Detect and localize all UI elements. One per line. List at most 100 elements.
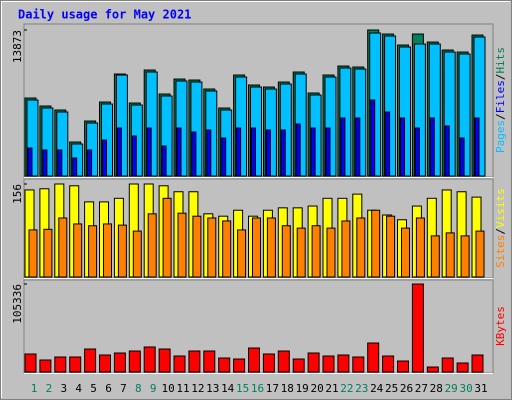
bar <box>382 355 395 373</box>
bar <box>206 129 212 177</box>
bar <box>386 215 396 278</box>
bar <box>146 127 152 177</box>
bar <box>222 220 232 278</box>
bar <box>429 117 435 177</box>
bar <box>102 139 107 177</box>
legend: Sites/Visits <box>494 188 507 268</box>
bar <box>474 117 480 177</box>
bar <box>296 227 306 278</box>
bar <box>131 135 137 177</box>
x-tick-label: 13 <box>206 382 219 395</box>
bar <box>158 348 171 373</box>
bar <box>99 354 111 373</box>
x-tick-label: 2 <box>46 382 53 395</box>
legend-entry: Files <box>494 80 507 113</box>
bar <box>233 358 246 373</box>
bar <box>28 229 38 278</box>
x-tick-label: 19 <box>296 382 309 395</box>
bar <box>221 137 227 177</box>
bar <box>401 227 410 278</box>
bar <box>371 209 381 278</box>
x-tick-label: 4 <box>75 382 82 395</box>
x-tick-label: 6 <box>105 382 112 395</box>
x-tick-label: 31 <box>474 382 487 395</box>
bar <box>177 212 187 278</box>
bar <box>147 213 157 278</box>
bar <box>252 217 261 278</box>
bar <box>237 229 247 278</box>
x-tick-label: 15 <box>236 382 249 395</box>
x-tick-label: 16 <box>251 382 264 395</box>
bar <box>281 225 291 278</box>
bar <box>69 356 82 373</box>
y-tick-label: 105336 <box>11 284 24 324</box>
bar <box>57 149 63 177</box>
bar <box>191 131 197 177</box>
bar <box>367 342 380 373</box>
bar <box>248 347 260 373</box>
bar <box>88 225 98 278</box>
bar <box>311 225 321 278</box>
bar <box>456 362 469 373</box>
bar <box>341 220 351 278</box>
x-tick-label: 23 <box>355 382 368 395</box>
bar <box>340 117 346 177</box>
legend-entry: KBytes <box>494 306 507 346</box>
bar <box>207 217 217 278</box>
bar <box>43 228 53 278</box>
x-tick-label: 12 <box>191 382 204 395</box>
bar <box>58 217 68 278</box>
bar <box>352 356 365 373</box>
legend: KBytes <box>494 306 507 346</box>
bar <box>460 235 470 278</box>
bar <box>280 129 286 177</box>
legend-separator: / <box>494 113 507 120</box>
x-tick-label: 1 <box>31 382 38 395</box>
chart-title: Daily usage for May 2021 <box>18 8 191 22</box>
bar <box>143 346 156 373</box>
bar <box>236 127 242 177</box>
bar <box>116 127 122 177</box>
legend-separator: / <box>494 74 507 81</box>
bar <box>370 99 376 177</box>
legend: Pages/Files/Hits <box>494 47 507 153</box>
x-tick-label: 18 <box>281 382 294 395</box>
bar <box>266 217 276 278</box>
x-tick-label: 29 <box>445 382 458 395</box>
bar <box>471 354 484 373</box>
bar <box>295 123 301 177</box>
bar <box>188 350 201 373</box>
x-tick-label: 20 <box>310 382 323 395</box>
x-tick-label: 25 <box>385 382 398 395</box>
bar <box>218 357 231 373</box>
bar <box>113 352 126 373</box>
bar <box>72 157 78 177</box>
bar <box>117 224 127 278</box>
bar <box>203 350 216 373</box>
bar <box>173 355 186 373</box>
legend-entry: Visits <box>494 188 507 228</box>
bar <box>39 359 52 373</box>
bar <box>128 350 141 373</box>
x-tick-label: 9 <box>150 382 157 395</box>
x-tick-label: 27 <box>415 382 428 395</box>
legend-entry: Pages <box>494 120 507 153</box>
bar <box>162 197 172 278</box>
bar <box>54 356 67 373</box>
bar <box>310 127 316 177</box>
y-tick-label: 13873 <box>11 30 24 63</box>
bar <box>414 127 420 177</box>
bar <box>325 127 331 177</box>
bar <box>27 147 33 177</box>
bar <box>337 354 350 373</box>
legend-entry: Sites <box>494 235 507 268</box>
x-tick-label: 26 <box>400 382 413 395</box>
bar <box>430 235 440 278</box>
bar <box>262 353 275 373</box>
bar <box>441 357 454 373</box>
bar <box>411 283 424 373</box>
bar <box>356 217 366 278</box>
bar <box>192 215 202 278</box>
